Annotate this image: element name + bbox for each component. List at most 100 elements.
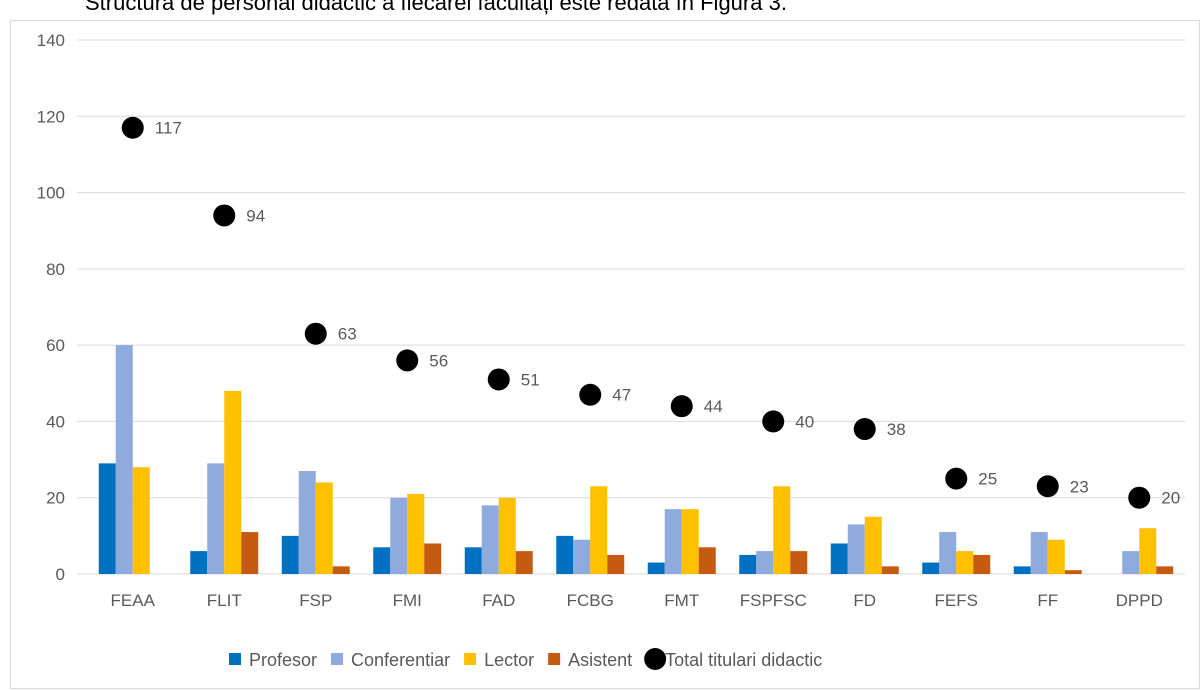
bar — [1122, 551, 1140, 574]
bar — [790, 551, 808, 574]
x-tick-label: FD — [853, 591, 876, 610]
bar — [515, 551, 533, 574]
bar — [390, 497, 408, 574]
y-tick-label: 60 — [46, 336, 65, 355]
point — [121, 116, 144, 139]
bar — [281, 535, 299, 574]
bar — [424, 543, 442, 574]
bar — [115, 345, 133, 574]
point — [1128, 486, 1151, 509]
bar — [315, 482, 333, 574]
bar — [590, 486, 608, 574]
bar — [407, 493, 425, 574]
data-label: 47 — [612, 386, 631, 405]
point — [304, 322, 327, 345]
bar — [939, 532, 957, 574]
legend-marker — [644, 648, 667, 670]
x-tick-label: FEFS — [935, 591, 978, 610]
bar — [573, 539, 591, 574]
data-label: 51 — [521, 370, 540, 389]
bar — [647, 562, 665, 574]
point — [853, 418, 876, 441]
point — [1036, 475, 1059, 498]
data-label: 38 — [887, 420, 906, 439]
data-label: 44 — [704, 397, 723, 416]
x-tick-label: FEAA — [111, 591, 156, 610]
bar — [132, 467, 150, 574]
y-tick-label: 80 — [46, 260, 65, 279]
bar — [881, 566, 899, 574]
bar — [773, 486, 791, 574]
bar — [98, 463, 116, 574]
bar — [847, 524, 865, 574]
legend-label: Asistent — [568, 650, 632, 670]
bar — [1013, 566, 1031, 574]
data-label: 25 — [978, 470, 997, 489]
data-label: 23 — [1070, 477, 1089, 496]
bar — [756, 551, 774, 574]
bar — [739, 554, 757, 574]
data-label: 56 — [429, 351, 448, 370]
point — [579, 383, 602, 406]
bar — [698, 547, 716, 574]
legend-label: Lector — [484, 650, 534, 670]
x-tick-label: FSP — [299, 591, 332, 610]
x-tick-label: FAD — [482, 591, 515, 610]
point — [670, 395, 693, 418]
y-tick-label: 0 — [56, 565, 65, 584]
bar — [298, 471, 316, 574]
bar — [190, 551, 208, 574]
x-tick-label: DPPD — [1116, 591, 1163, 610]
point — [487, 368, 510, 391]
y-tick-label: 140 — [37, 31, 65, 50]
y-tick-label: 120 — [37, 107, 65, 126]
bar — [1047, 539, 1065, 574]
bar — [956, 551, 974, 574]
bar — [1139, 528, 1157, 574]
bar — [332, 566, 350, 574]
bar — [830, 543, 848, 574]
legend-marker — [548, 653, 561, 665]
data-label: 40 — [795, 412, 814, 431]
point — [213, 204, 236, 227]
data-label: 94 — [246, 206, 265, 225]
caption: Structura de personal didactic a fiecăre… — [85, 0, 787, 15]
bar — [1030, 532, 1048, 574]
point — [396, 349, 419, 372]
legend-marker — [229, 653, 241, 665]
bar — [1156, 566, 1174, 574]
legend-label: Conferentiar — [351, 650, 450, 670]
bar — [864, 516, 882, 574]
bar — [373, 547, 391, 574]
bar — [207, 463, 225, 574]
bar — [241, 532, 259, 574]
x-tick-label: FF — [1037, 591, 1058, 610]
bar — [607, 554, 625, 574]
x-tick-label: FLIT — [207, 591, 242, 610]
data-label: 117 — [155, 119, 182, 138]
point — [945, 467, 968, 490]
data-label: 20 — [1161, 489, 1180, 508]
legend-marker — [464, 653, 477, 665]
y-tick-label: 100 — [37, 184, 65, 203]
bar — [556, 535, 574, 574]
x-tick-label: FMT — [664, 591, 699, 610]
bar — [922, 562, 940, 574]
x-tick-label: FCBG — [567, 591, 614, 610]
bar — [481, 505, 499, 574]
bar — [681, 509, 699, 574]
bar — [498, 497, 516, 574]
x-tick-label: FSPFSC — [740, 591, 807, 610]
bar — [1064, 570, 1082, 574]
point — [762, 410, 785, 433]
bar — [464, 547, 482, 574]
y-tick-label: 20 — [46, 489, 65, 508]
bar — [973, 554, 991, 574]
x-tick-label: FMI — [393, 591, 422, 610]
bar — [664, 509, 682, 574]
bar — [224, 390, 242, 574]
legend-label: Total titulari didactic — [665, 650, 822, 670]
legend-marker — [331, 653, 344, 665]
